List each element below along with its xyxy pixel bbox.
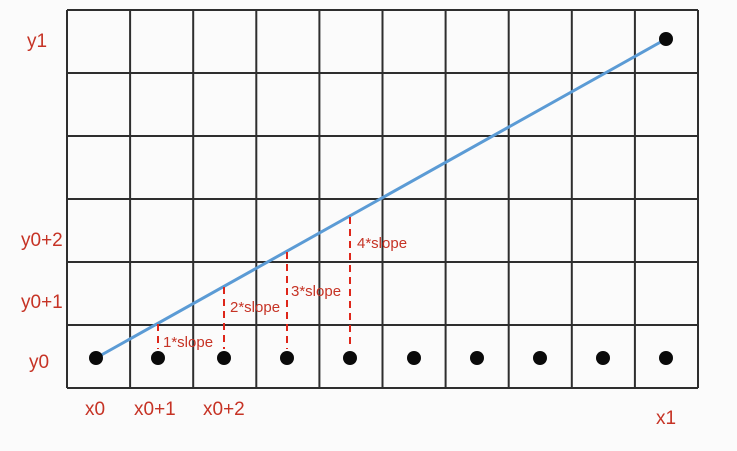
slope-label-3: 3*slope bbox=[291, 283, 342, 300]
slope-label-4: 4*slope bbox=[357, 235, 408, 252]
sample-point-dot bbox=[280, 351, 294, 365]
y-axis-label-y0plus2: y0+2 bbox=[21, 230, 63, 251]
sample-point-dot bbox=[407, 351, 421, 365]
interpolated-line bbox=[94, 37, 668, 360]
sample-point-dot bbox=[470, 351, 484, 365]
sample-point-dot bbox=[89, 351, 103, 365]
slope-label-2: 2*slope bbox=[230, 299, 281, 316]
x-axis-label-x0plus2: x0+2 bbox=[203, 399, 245, 420]
sample-point-dot bbox=[659, 32, 673, 46]
sample-point-dot bbox=[343, 351, 357, 365]
sample-point-dot bbox=[533, 351, 547, 365]
sample-point-dot bbox=[151, 351, 165, 365]
y-axis-label-y1: y1 bbox=[27, 31, 48, 52]
y-axis-label-y0: y0 bbox=[29, 352, 50, 373]
sample-point-dot bbox=[217, 351, 231, 365]
x-axis-label-x1: x1 bbox=[656, 408, 677, 429]
slope-label-1: 1*slope bbox=[163, 334, 214, 351]
y-axis-label-y0plus1: y0+1 bbox=[21, 292, 63, 313]
sample-point-dot bbox=[659, 351, 673, 365]
sample-point-dot bbox=[596, 351, 610, 365]
x-axis-label-x0: x0 bbox=[85, 399, 106, 420]
x-axis-label-x0plus1: x0+1 bbox=[134, 399, 176, 420]
